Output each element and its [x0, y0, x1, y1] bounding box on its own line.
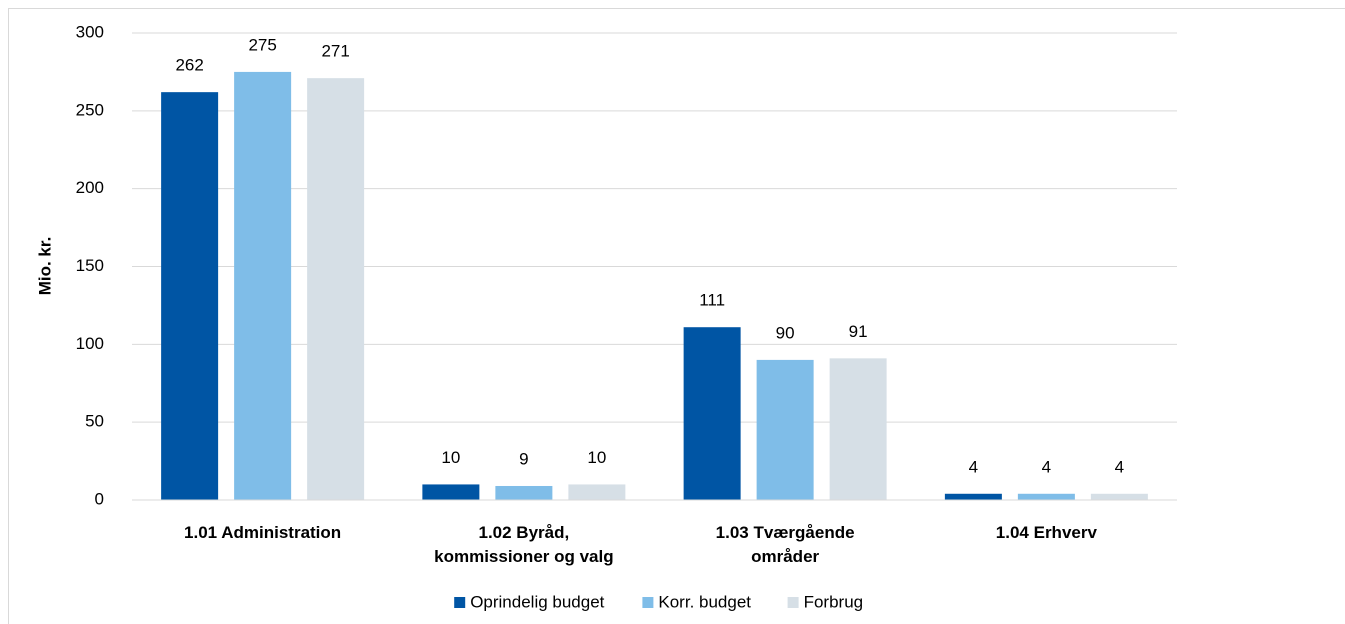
bar: [756, 359, 814, 500]
legend-label: Oprindelig budget: [470, 592, 604, 611]
data-label: 111: [699, 291, 725, 310]
y-tick-label: 0: [95, 489, 104, 508]
bar: [161, 92, 219, 501]
y-axis-label: Mio. kr.: [35, 237, 54, 296]
chart-border: [8, 8, 1345, 624]
legend-swatch: [787, 597, 799, 608]
data-label: 4: [969, 457, 978, 476]
y-tick-label: 50: [85, 412, 104, 431]
data-label: 4: [1115, 457, 1124, 476]
bar: [829, 358, 887, 500]
data-label: 262: [175, 56, 203, 75]
data-label: 10: [441, 448, 460, 467]
legend-swatch: [454, 597, 466, 608]
bar: [1017, 493, 1075, 500]
y-tick-label: 300: [76, 22, 104, 41]
data-label: 90: [776, 323, 795, 342]
data-label: 91: [849, 322, 868, 341]
y-tick-label: 150: [76, 256, 104, 275]
y-tick-label: 250: [76, 100, 104, 119]
legend-label: Korr. budget: [658, 592, 751, 611]
bar: [683, 327, 741, 500]
bar: [234, 71, 292, 501]
bar: [307, 78, 365, 500]
data-label: 271: [321, 42, 349, 61]
x-tick-label: 1.03 Tværgående områder: [716, 523, 855, 566]
y-tick-label: 100: [76, 334, 104, 353]
bar: [495, 485, 553, 500]
bar: [944, 493, 1002, 500]
x-tick-label: 1.01 Administration: [184, 523, 341, 542]
bar: [568, 484, 626, 500]
bar: [422, 484, 480, 500]
legend-swatch: [642, 597, 654, 608]
y-tick-label: 200: [76, 178, 104, 197]
data-label: 275: [248, 35, 276, 54]
x-tick-label: 1.04 Erhverv: [996, 523, 1098, 542]
x-tick-label: 1.02 Byråd, kommissioner og valg: [434, 523, 614, 566]
bar: [1090, 493, 1148, 500]
legend-label: Forbrug: [804, 592, 864, 611]
data-label: 4: [1042, 457, 1051, 476]
data-label: 9: [519, 449, 528, 468]
data-label: 10: [587, 448, 606, 467]
